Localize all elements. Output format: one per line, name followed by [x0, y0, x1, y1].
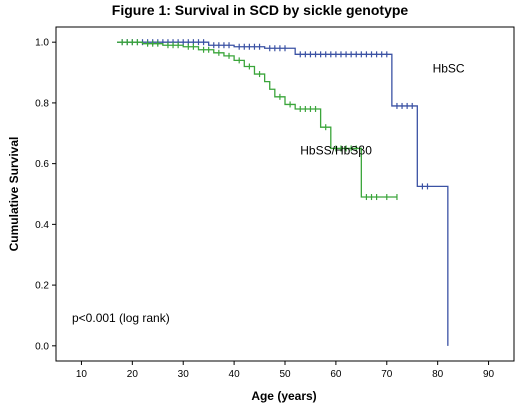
- series-line-1: [117, 41, 397, 198]
- x-axis-title: Age (years): [251, 389, 316, 403]
- x-tick-label: 90: [483, 369, 495, 380]
- x-tick-label: 10: [76, 369, 88, 380]
- y-tick-label: 0.4: [35, 220, 49, 231]
- x-tick-label: 80: [432, 369, 444, 380]
- x-tick-label: 60: [330, 369, 342, 380]
- y-axis-title: Cumulative Survival: [7, 137, 21, 252]
- series-label-0: HbSC: [433, 62, 465, 76]
- x-tick-label: 50: [279, 369, 291, 380]
- series-label-1: HbSS/HbSβ0: [300, 144, 372, 158]
- y-tick-label: 0.6: [35, 159, 49, 170]
- x-tick-label: 20: [127, 369, 139, 380]
- x-tick-label: 70: [381, 369, 393, 380]
- x-tick-label: 30: [178, 369, 190, 380]
- series-labels: HbSC HbSS/HbSβ0: [300, 62, 465, 158]
- series-line-0: [117, 41, 449, 346]
- y-tick-label: 0.2: [35, 281, 49, 292]
- axis-ticks: 10 20 30 40 50 60 70 80 90 0.0 0.2 0.4 0.6 0.8 1.0: [35, 38, 494, 380]
- y-tick-label: 0.0: [35, 341, 49, 352]
- series-group: [117, 39, 449, 346]
- y-tick-label: 0.8: [35, 98, 49, 109]
- x-tick-label: 40: [229, 369, 241, 380]
- p-value-annotation: p<0.001 (log rank): [72, 311, 170, 325]
- chart-title: Figure 1: Survival in SCD by sickle geno…: [111, 2, 409, 18]
- y-tick-label: 1.0: [35, 38, 49, 49]
